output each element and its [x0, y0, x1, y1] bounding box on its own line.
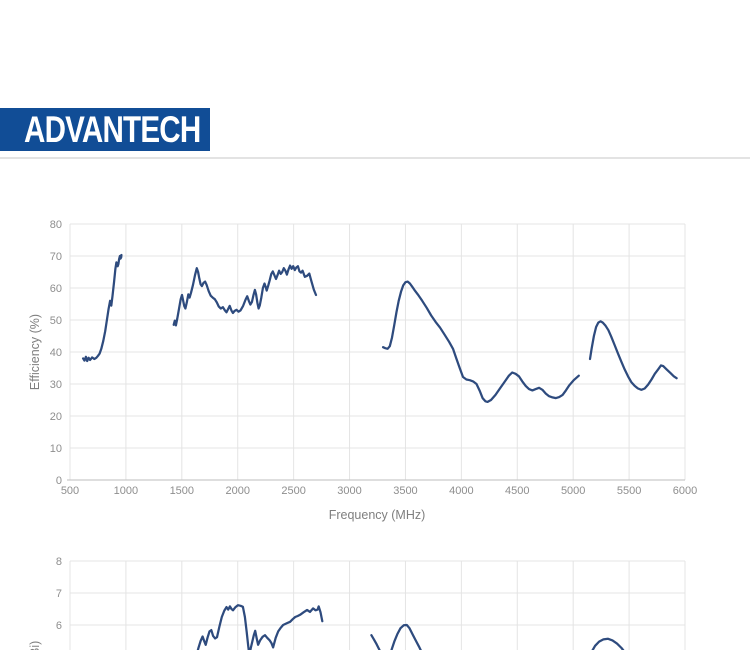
series-line-segment-5g-band-edge [370, 634, 381, 650]
series-line-segment-mid-band [196, 604, 324, 650]
y-tick-label: 70 [50, 251, 62, 263]
series-line-segment-5g-band [381, 280, 580, 404]
series-line-segment-5g-band [390, 623, 422, 650]
advantech-logo: ADVANTECH [0, 108, 210, 151]
series-line-segment-wifi-band [588, 320, 678, 391]
efficiency-chart: 0 10 20 30 40 50 60 70 80 500 1000 1500 2000 2500 3000… [28, 219, 697, 522]
x-tick-label: 5500 [617, 485, 641, 497]
y-axis-title: Efficiency (%) [28, 314, 42, 390]
y-tick-label: 10 [50, 443, 62, 455]
x-tick-label: 1000 [114, 485, 138, 497]
y-tick-label: 0 [56, 475, 62, 487]
y-tick-label: 30 [50, 379, 62, 391]
x-tick-label: 6000 [673, 485, 697, 497]
y-tick-label: 50 [50, 315, 62, 327]
x-tick-label: 3500 [393, 485, 417, 497]
y-tick-label: 8 [56, 556, 62, 568]
x-tick-label: 2500 [281, 485, 305, 497]
header-divider [0, 157, 750, 159]
advantech-logo-text: ADVANTECH [24, 109, 201, 150]
y-tick-label: 6 [56, 620, 62, 632]
x-tick-label: 1500 [170, 485, 194, 497]
x-tick-label: 4500 [505, 485, 529, 497]
gain-chart-partial: 8 7 6 Gain (dBi) [28, 556, 686, 650]
y-tick-label: 20 [50, 411, 62, 423]
y-axis-title: Gain (dBi) [28, 641, 42, 650]
y-tick-label: 40 [50, 347, 62, 359]
y-tick-label: 60 [50, 283, 62, 295]
series-line-segment-mid-band [172, 264, 318, 327]
x-axis-title: Frequency (MHz) [329, 508, 426, 522]
y-tick-label: 7 [56, 588, 62, 600]
x-tick-label: 5000 [561, 485, 585, 497]
series-line-segment-low-band [81, 253, 123, 363]
x-tick-label: 3000 [337, 485, 361, 497]
x-tick-label: 2000 [225, 485, 249, 497]
y-tick-label: 80 [50, 219, 62, 231]
x-tick-label: 500 [61, 485, 79, 497]
series-line-segment-wifi-band [591, 637, 625, 650]
x-tick-label: 4000 [449, 485, 473, 497]
